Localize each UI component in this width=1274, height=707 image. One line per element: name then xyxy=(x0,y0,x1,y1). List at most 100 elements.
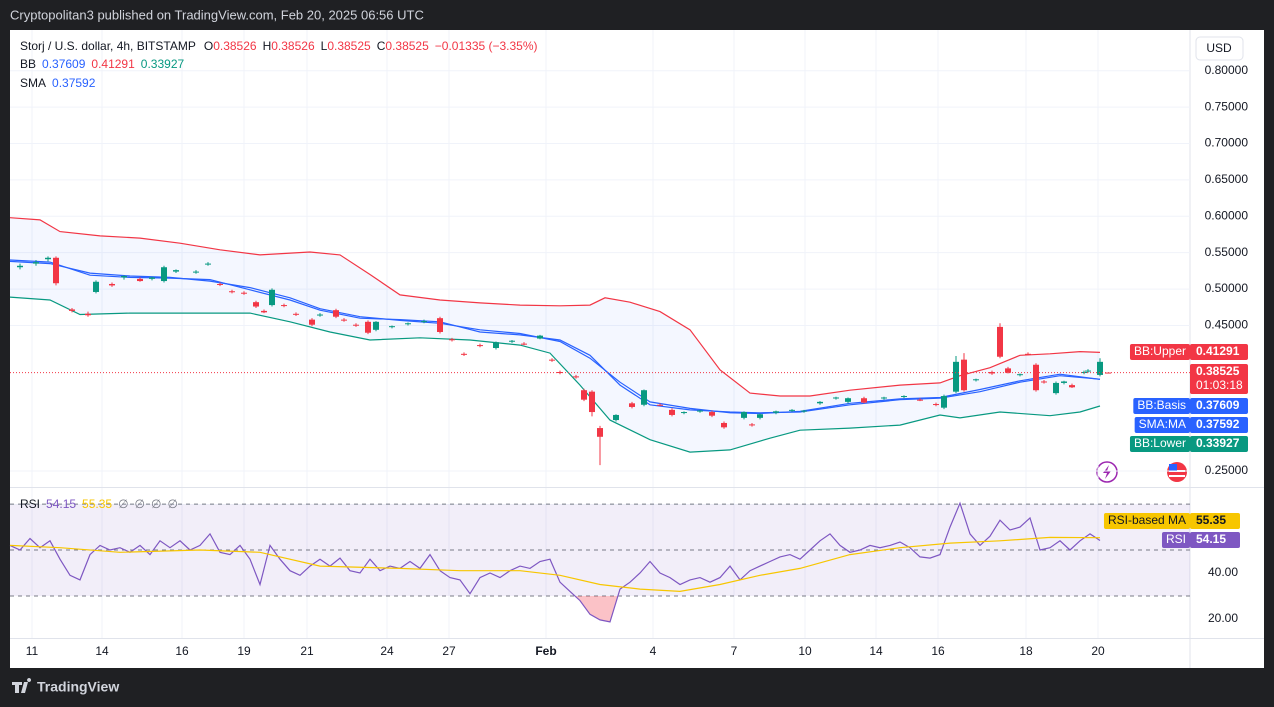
y-tick-label: 0.50000 xyxy=(1205,281,1249,295)
currency-button[interactable] xyxy=(1195,36,1244,61)
indicator-line xyxy=(9,260,1101,415)
candle-body xyxy=(573,376,579,378)
x-tick-label: 20 xyxy=(1091,644,1105,658)
rsi-tag-value: 54.15 xyxy=(1196,532,1226,546)
price-tag-value: 0.33927 xyxy=(1196,436,1240,450)
candle-body xyxy=(149,277,155,279)
candle-body xyxy=(789,409,795,411)
bar-countdown: 01:03:18 xyxy=(1196,378,1243,392)
rsi-legend: RSI 54.15 55.35 ∅ ∅ ∅ ∅ xyxy=(20,497,178,511)
price-tag-name-box xyxy=(1133,398,1190,414)
price-tag xyxy=(1190,436,1248,452)
candle-body xyxy=(1053,382,1059,394)
candle-body xyxy=(749,424,755,426)
candle-body xyxy=(861,398,867,403)
indicator-name: BB xyxy=(20,57,36,71)
candle-body xyxy=(1061,381,1067,383)
price-tag-name: SMA:MA xyxy=(1139,417,1186,431)
change-value: −0.01335 (−3.35%) xyxy=(435,39,538,53)
brand-logo xyxy=(12,678,32,693)
price-tag-name-box xyxy=(1129,436,1190,452)
flag-stripe xyxy=(1169,475,1185,477)
candle-body xyxy=(845,398,851,402)
candle-body xyxy=(961,359,967,391)
candle-body xyxy=(93,281,99,292)
candle-body xyxy=(697,410,703,412)
candle-body xyxy=(669,409,675,415)
ohlc-value: 0.38525 xyxy=(385,39,429,53)
candle-body xyxy=(901,396,907,398)
candle-body xyxy=(161,267,167,282)
candle-body xyxy=(293,313,299,315)
rsi-tag xyxy=(1190,513,1240,529)
price-tag-name: BB:Upper xyxy=(1134,344,1186,358)
candle-body xyxy=(253,302,259,307)
x-tick-label: 19 xyxy=(237,644,251,658)
flag-icon[interactable] xyxy=(1167,462,1187,482)
candle-body xyxy=(137,278,143,282)
indicator-line xyxy=(9,217,1101,397)
candle-body xyxy=(405,323,411,325)
candle-body xyxy=(173,270,179,272)
candle-body xyxy=(45,257,51,260)
y-tick-label: 0.75000 xyxy=(1205,99,1249,113)
candle-body xyxy=(613,414,619,421)
candle-body xyxy=(109,283,115,286)
price-tag-value: 0.37609 xyxy=(1196,398,1240,412)
y-tick-label: 0.80000 xyxy=(1205,63,1249,77)
candle-body xyxy=(833,397,839,399)
price-tag-name: BB:Basis xyxy=(1137,398,1186,412)
x-tick-label: 14 xyxy=(869,644,883,658)
y-tick-label: 40.00 xyxy=(1208,565,1238,579)
legend: Storj / U.S. dollar, 4h, BITSTAMP O0.3852… xyxy=(20,39,538,53)
labels: 0.25000 0.45000 0.50000 0.55000 0.60000 0.650… xyxy=(20,39,1248,658)
rsi-tag-name: RSI xyxy=(1166,532,1186,546)
rsi-tag xyxy=(1190,532,1240,548)
candle-body xyxy=(1069,385,1075,388)
candle-body xyxy=(449,339,455,341)
lightning-icon[interactable] xyxy=(1096,461,1118,483)
candle-body xyxy=(933,404,939,406)
indicator-value: 0.37592 xyxy=(52,76,96,90)
price-tag-value: 0.41291 xyxy=(1196,344,1240,358)
candle-body xyxy=(493,342,499,349)
chart-area xyxy=(10,30,1264,668)
lightning-bolt[interactable] xyxy=(1103,465,1111,479)
candle-body xyxy=(269,289,275,306)
legend-title: Storj / U.S. dollar, 4h, BITSTAMP xyxy=(20,39,196,53)
candle-body xyxy=(709,412,715,416)
candle-body xyxy=(461,353,467,355)
x-tick-label: 24 xyxy=(380,644,394,658)
candle-body xyxy=(193,271,199,273)
x-tick-label: 16 xyxy=(175,644,189,658)
indicator-legend: BB 0.37609 0.41291 0.33927 xyxy=(20,57,185,71)
candle-body xyxy=(741,412,747,418)
indicator-line xyxy=(9,259,1101,414)
candle-body xyxy=(373,321,379,330)
x-tick-label: 7 xyxy=(731,644,738,658)
rsi-tag-name: RSI-based MA xyxy=(1108,513,1186,527)
y-tick-label: 0.55000 xyxy=(1205,245,1249,259)
candle-body xyxy=(281,305,287,307)
candle-body xyxy=(205,263,211,265)
rsi-legend-extra: ∅ xyxy=(151,497,161,511)
x-tick-label: 16 xyxy=(931,644,945,658)
candle-body xyxy=(641,390,647,405)
x-tick-label: 27 xyxy=(442,644,456,658)
ohlc-label: C xyxy=(377,39,386,53)
candle-body xyxy=(801,410,807,412)
currency-label[interactable]: USD xyxy=(1206,41,1232,55)
candle-body xyxy=(537,335,543,339)
rsi-line xyxy=(9,536,1101,593)
rsi-legend-value: 54.15 xyxy=(46,497,76,511)
candle-body xyxy=(1025,353,1031,355)
price-tag xyxy=(1190,398,1248,414)
candle-body xyxy=(629,403,635,407)
candle-body xyxy=(389,326,395,328)
price-tag xyxy=(1190,417,1248,433)
candle-body xyxy=(581,390,587,400)
price-tag xyxy=(1190,344,1248,360)
candle-body xyxy=(521,343,527,345)
rsi-legend-extra: ∅ xyxy=(167,497,177,511)
